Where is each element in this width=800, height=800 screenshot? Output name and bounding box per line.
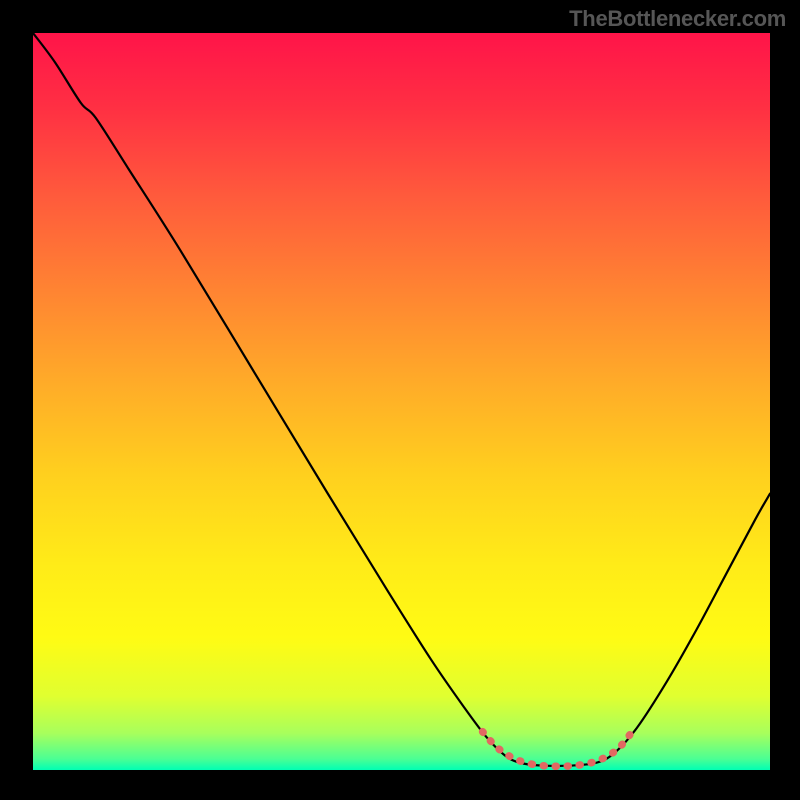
plot-area — [33, 33, 770, 770]
watermark-text: TheBottlenecker.com — [569, 6, 786, 32]
gradient-background — [33, 33, 770, 770]
chart-container: TheBottlenecker.com — [0, 0, 800, 800]
plot-svg — [33, 33, 770, 770]
